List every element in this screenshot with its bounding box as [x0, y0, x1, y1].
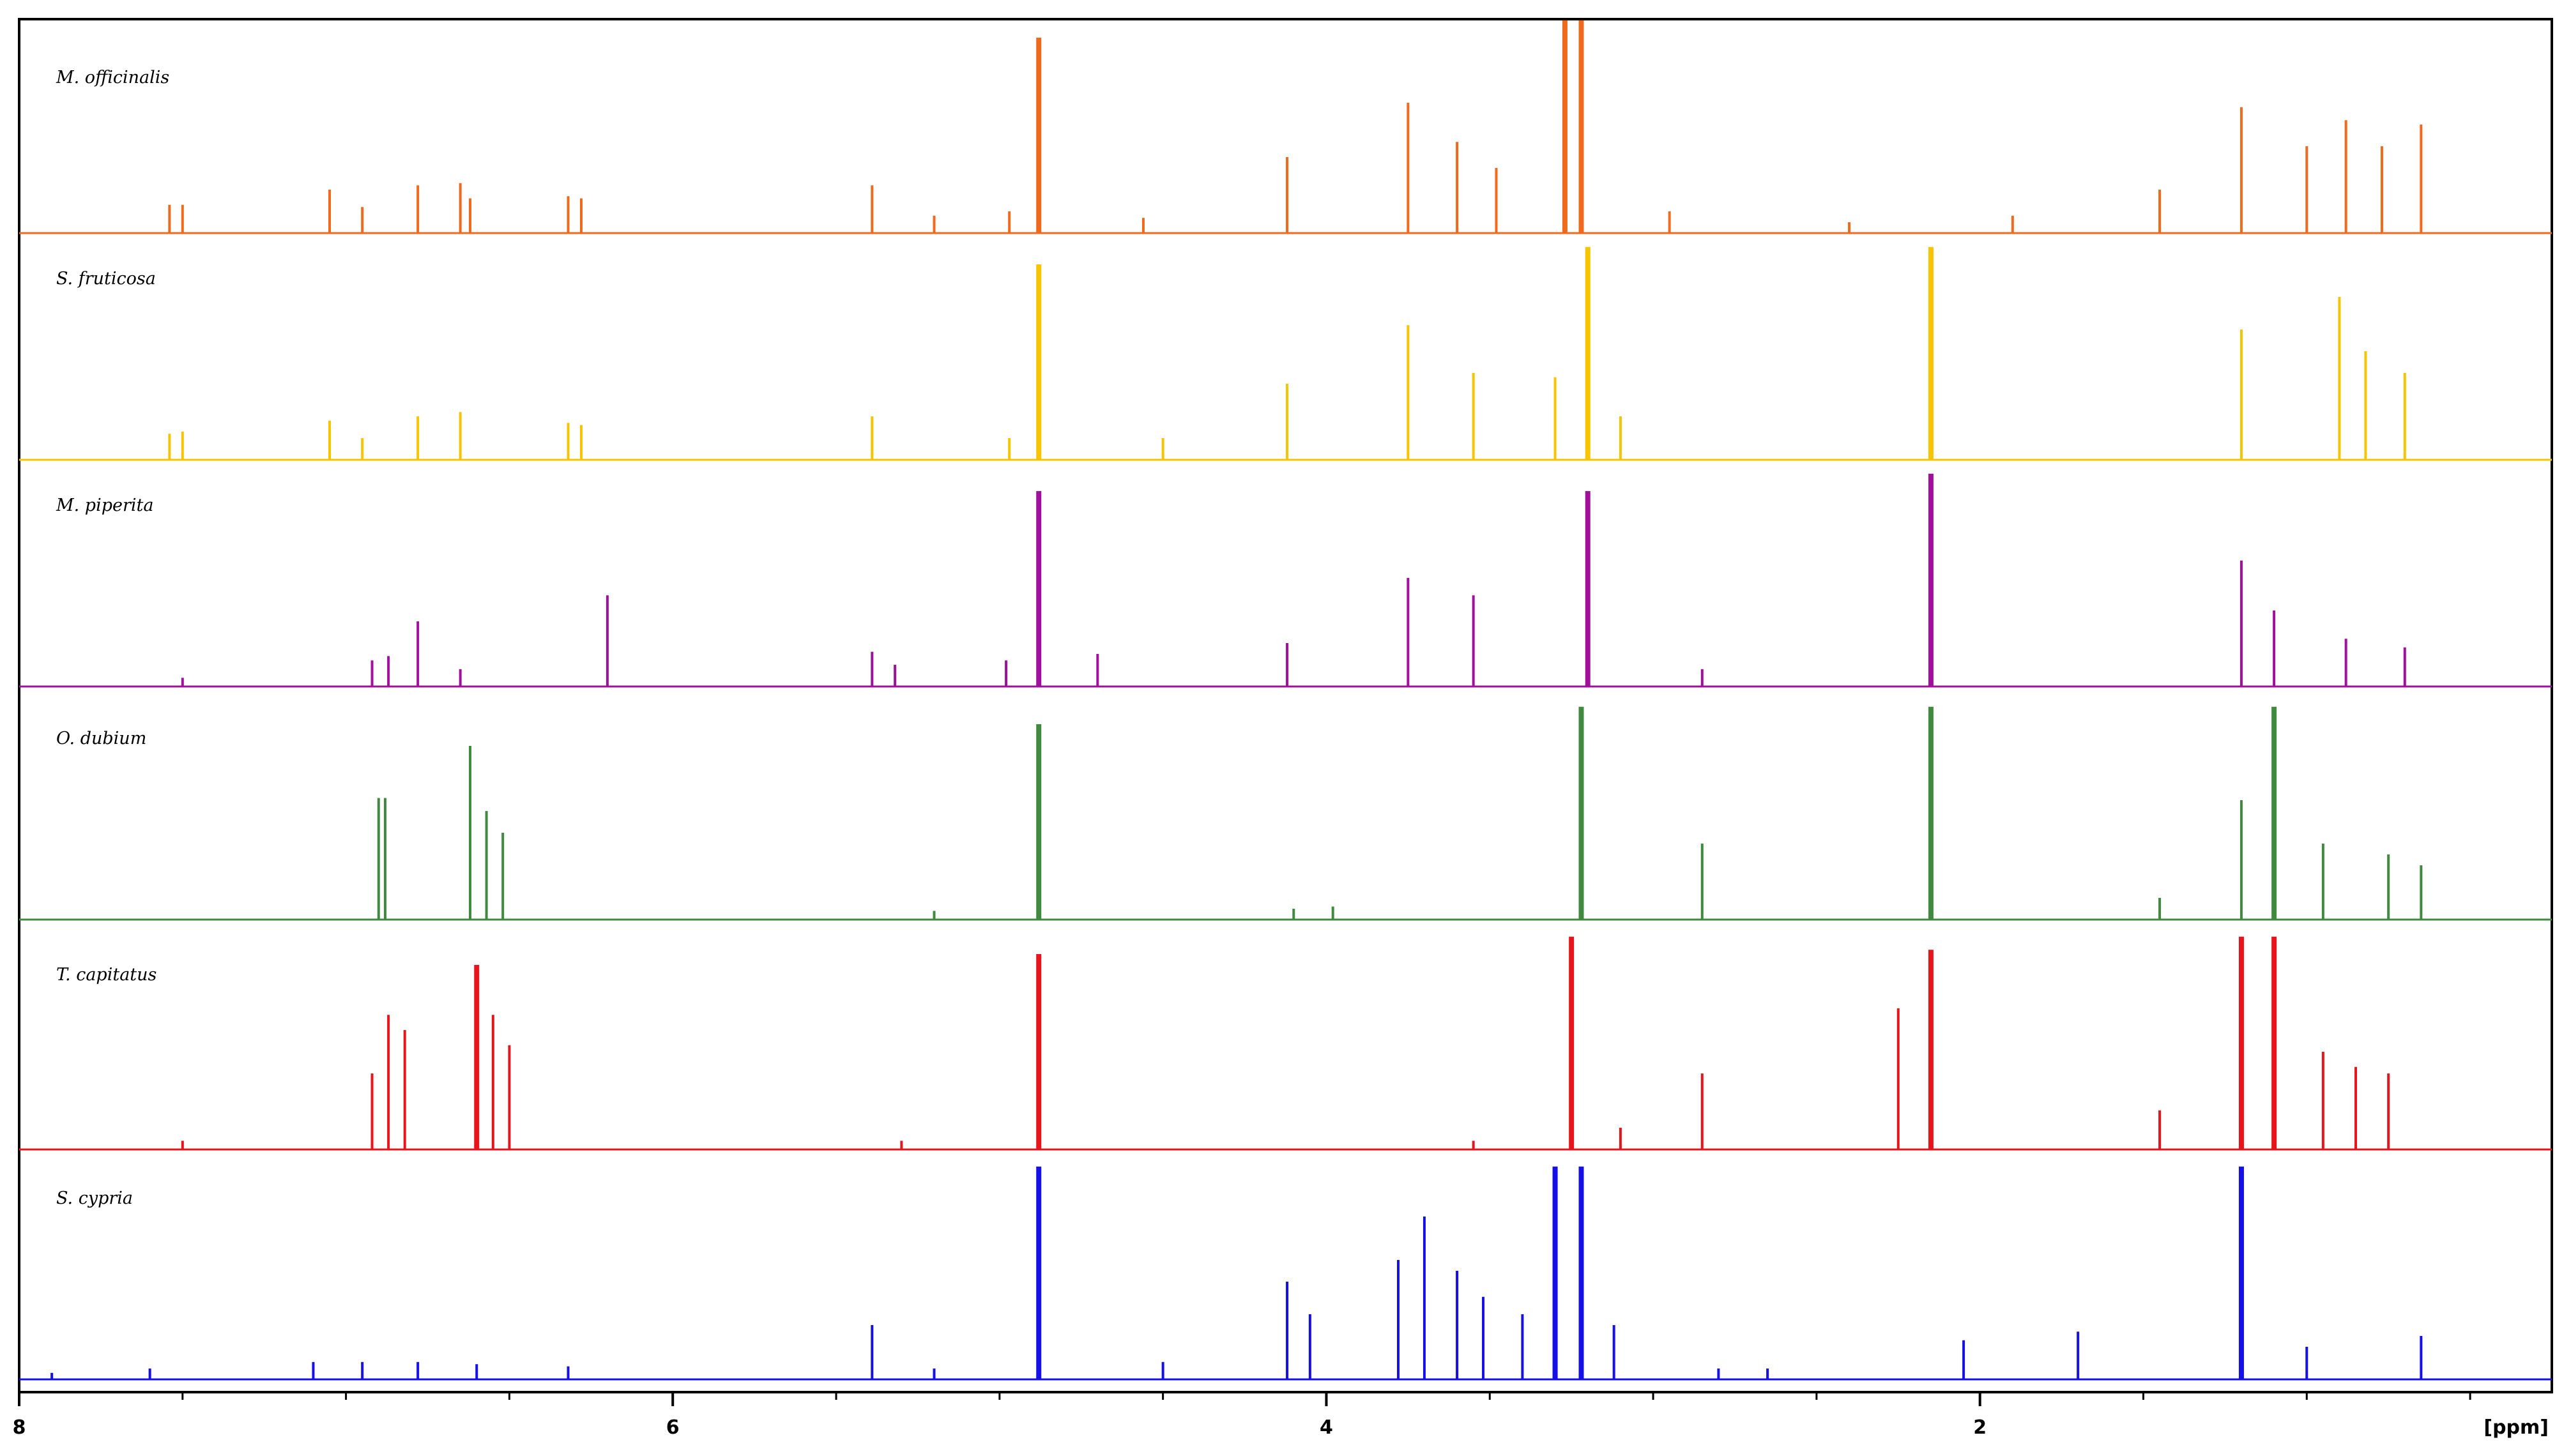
- x-axis-unit-label: [ppm]: [2483, 1416, 2549, 1439]
- x-tick-label-2: 2: [1973, 1416, 1987, 1439]
- traces-layer: [19, 20, 2552, 1381]
- trace-s-cypria: [19, 1166, 2552, 1381]
- x-tick-label-8: 8: [13, 1416, 26, 1439]
- trace-labels: M. officinalis S. fruticosa M. piperita O. …: [56, 68, 169, 1208]
- trace-s-fruticosa: [19, 246, 2552, 461]
- trace-t-capitatus: [19, 936, 2552, 1151]
- trace-label-t-capitatus: T. capitatus: [56, 965, 156, 985]
- x-axis: [ppm] 8 6 4 2: [13, 1391, 2552, 1439]
- x-tick-label-6: 6: [666, 1416, 680, 1439]
- trace-m-piperita: [19, 473, 2552, 688]
- trace-label-o-dubium: O. dubium: [56, 729, 146, 748]
- trace-label-m-piperita: M. piperita: [56, 496, 153, 515]
- plot-frame: [18, 18, 2553, 1393]
- trace-label-m-officinalis: M. officinalis: [56, 68, 169, 87]
- trace-label-s-cypria: S. cypria: [56, 1188, 133, 1208]
- trace-m-officinalis: [19, 20, 2552, 234]
- trace-o-dubium: [19, 706, 2552, 921]
- x-tick-label-4: 4: [1320, 1416, 1333, 1439]
- trace-label-s-fruticosa: S. fruticosa: [56, 269, 156, 289]
